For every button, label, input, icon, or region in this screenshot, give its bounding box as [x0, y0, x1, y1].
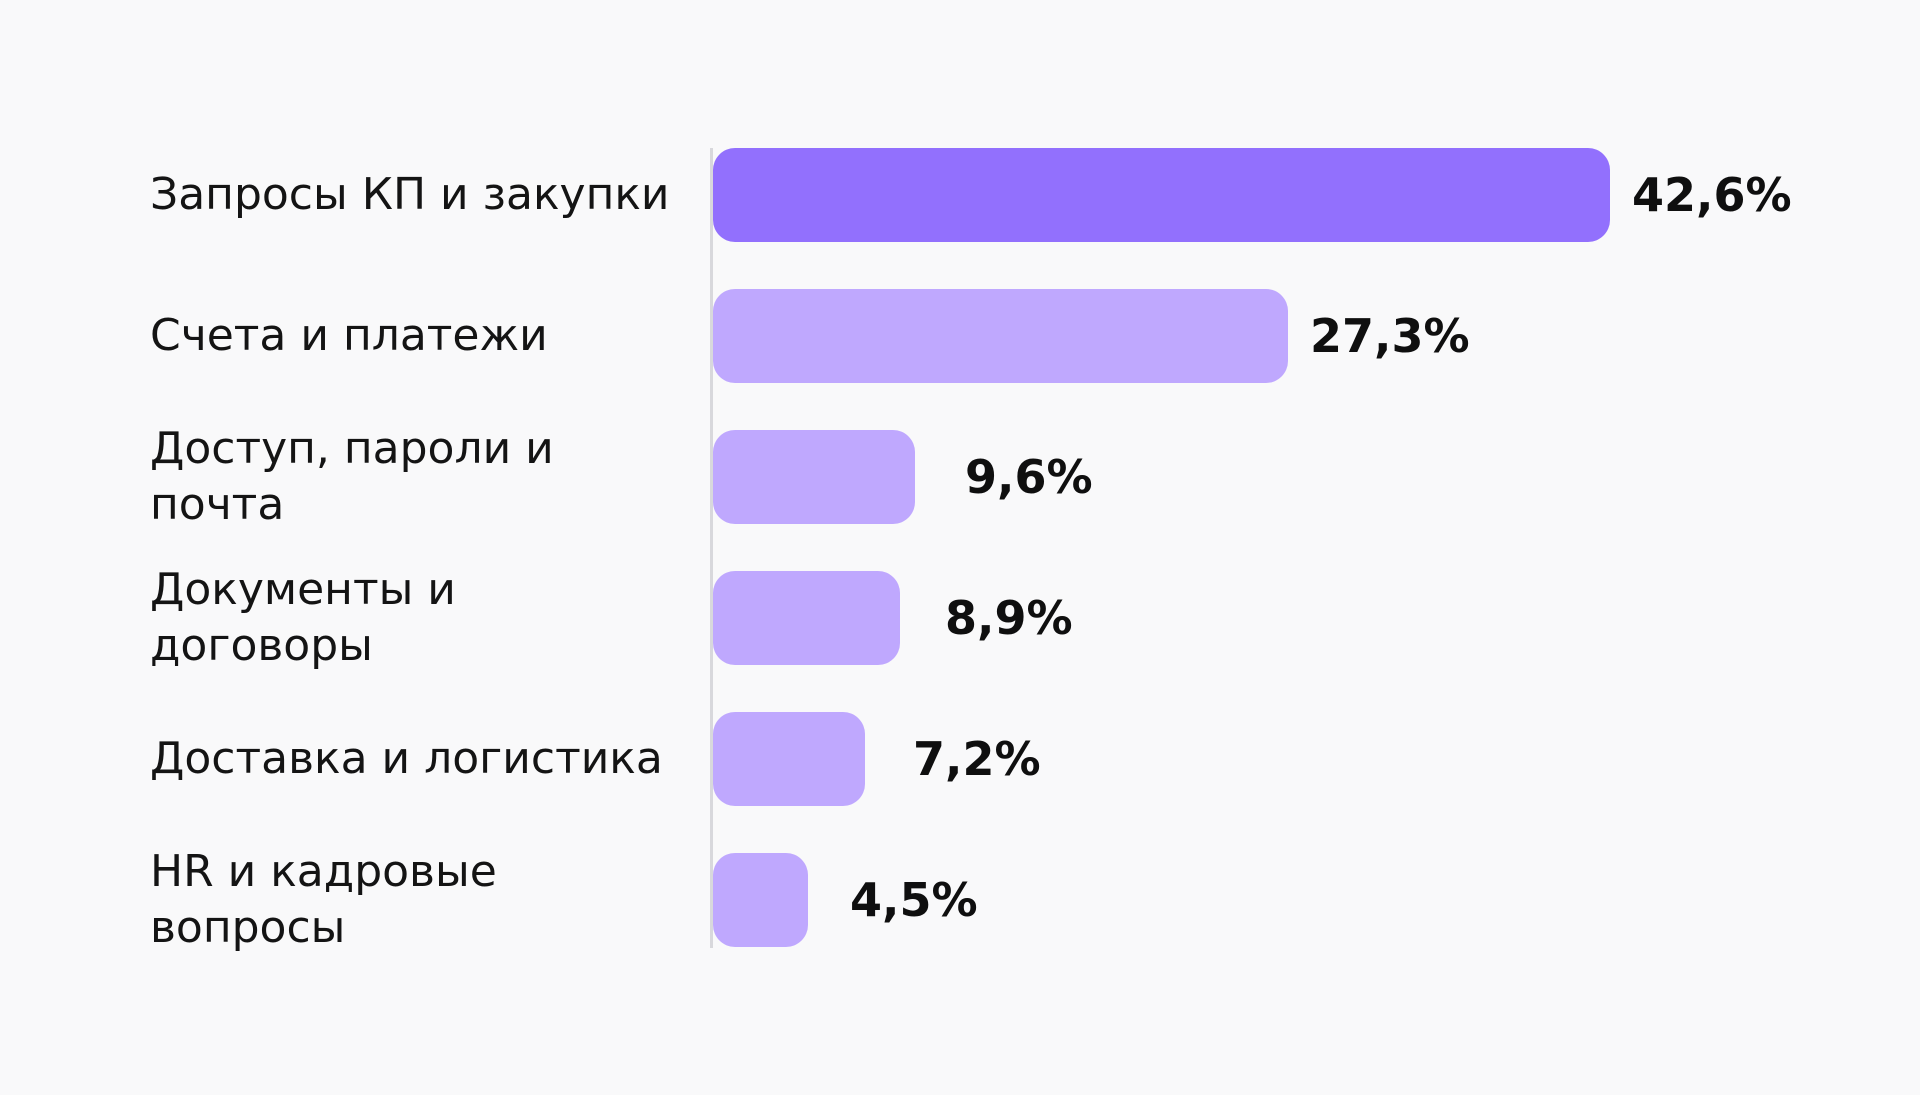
bar: [713, 853, 808, 947]
value-label: 27,3%: [1310, 309, 1470, 363]
category-label: Счета и платежи: [150, 310, 548, 361]
category-axis-line: [710, 148, 713, 948]
category-label: HR и кадровые вопросы: [150, 846, 497, 953]
value-label: 4,5%: [850, 873, 978, 927]
category-label: Запросы КП и закупки: [150, 169, 670, 220]
value-label: 42,6%: [1632, 168, 1792, 222]
category-label: Доступ, пароли и почта: [150, 423, 554, 530]
category-label: Документы и договоры: [150, 564, 456, 671]
value-label: 7,2%: [913, 732, 1041, 786]
bar: [713, 712, 865, 806]
bar: [713, 571, 900, 665]
bar: [713, 289, 1288, 383]
value-label: 8,9%: [945, 591, 1073, 645]
bar: [713, 430, 915, 524]
value-label: 9,6%: [965, 450, 1093, 504]
category-label: Доставка и логистика: [150, 733, 663, 784]
bar: [713, 148, 1610, 242]
